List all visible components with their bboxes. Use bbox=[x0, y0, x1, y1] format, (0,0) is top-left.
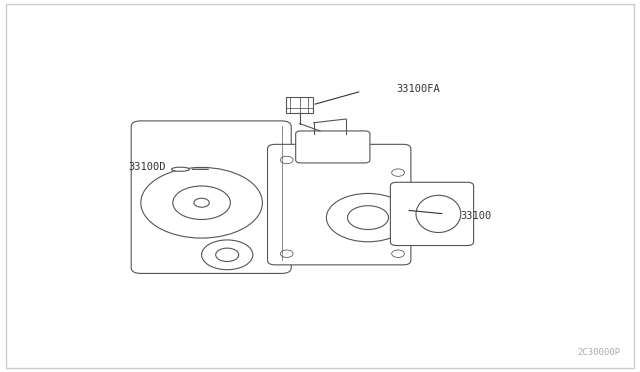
FancyBboxPatch shape bbox=[268, 144, 411, 265]
Circle shape bbox=[194, 198, 209, 207]
Circle shape bbox=[216, 248, 239, 262]
Circle shape bbox=[326, 193, 410, 242]
Circle shape bbox=[348, 206, 388, 230]
FancyBboxPatch shape bbox=[390, 182, 474, 246]
Bar bbox=[286, 97, 313, 113]
Circle shape bbox=[141, 167, 262, 238]
Circle shape bbox=[173, 186, 230, 219]
Circle shape bbox=[392, 250, 404, 257]
Text: 33100FA: 33100FA bbox=[397, 84, 440, 94]
Text: 2C30000P: 2C30000P bbox=[578, 348, 621, 357]
FancyBboxPatch shape bbox=[131, 121, 291, 273]
Ellipse shape bbox=[172, 167, 189, 171]
Circle shape bbox=[280, 250, 293, 257]
Circle shape bbox=[202, 240, 253, 270]
Circle shape bbox=[280, 156, 293, 164]
Circle shape bbox=[392, 169, 404, 176]
FancyBboxPatch shape bbox=[296, 131, 370, 163]
Text: 33100: 33100 bbox=[461, 211, 492, 221]
Text: 33100D: 33100D bbox=[128, 163, 166, 172]
Ellipse shape bbox=[416, 195, 461, 232]
